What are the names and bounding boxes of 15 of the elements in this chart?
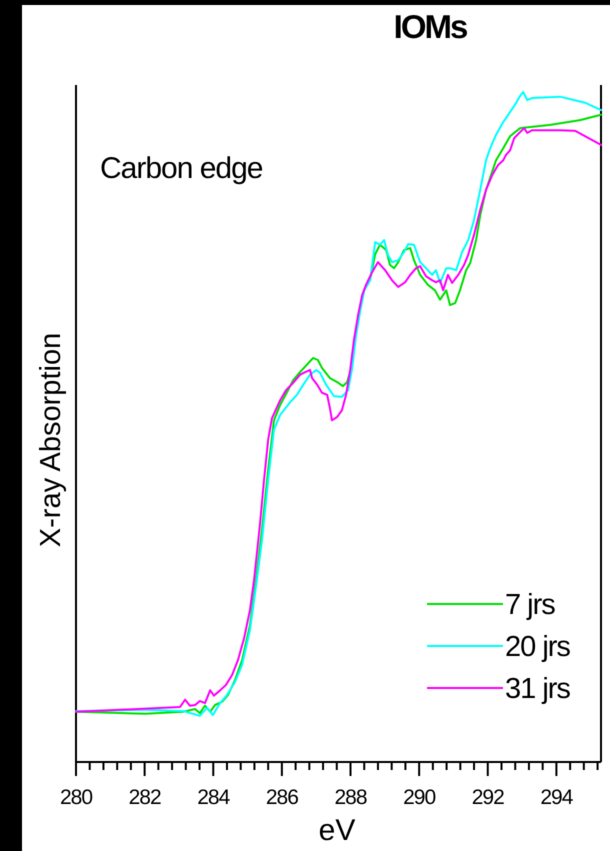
legend-label: 20 jrs	[505, 631, 570, 663]
x-tick-label: 292	[472, 786, 504, 809]
y-axis-title: X-ray Absorption	[35, 332, 67, 548]
x-tick-label: 288	[334, 786, 367, 809]
annotation: Carbon edge	[100, 152, 263, 185]
x-axis-title: eV	[318, 814, 356, 847]
x-tick-label: 294	[540, 786, 574, 809]
x-tick-label: 284	[197, 786, 231, 809]
chart-title: IOMs	[394, 8, 467, 45]
x-tick-label: 282	[128, 786, 161, 809]
legend-label: 7 jrs	[505, 589, 556, 621]
legend-label: 31 jrs	[505, 673, 570, 705]
x-tick-label: 286	[266, 786, 298, 809]
x-tick-label: 280	[60, 786, 92, 809]
x-tick-label: 290	[403, 786, 436, 809]
